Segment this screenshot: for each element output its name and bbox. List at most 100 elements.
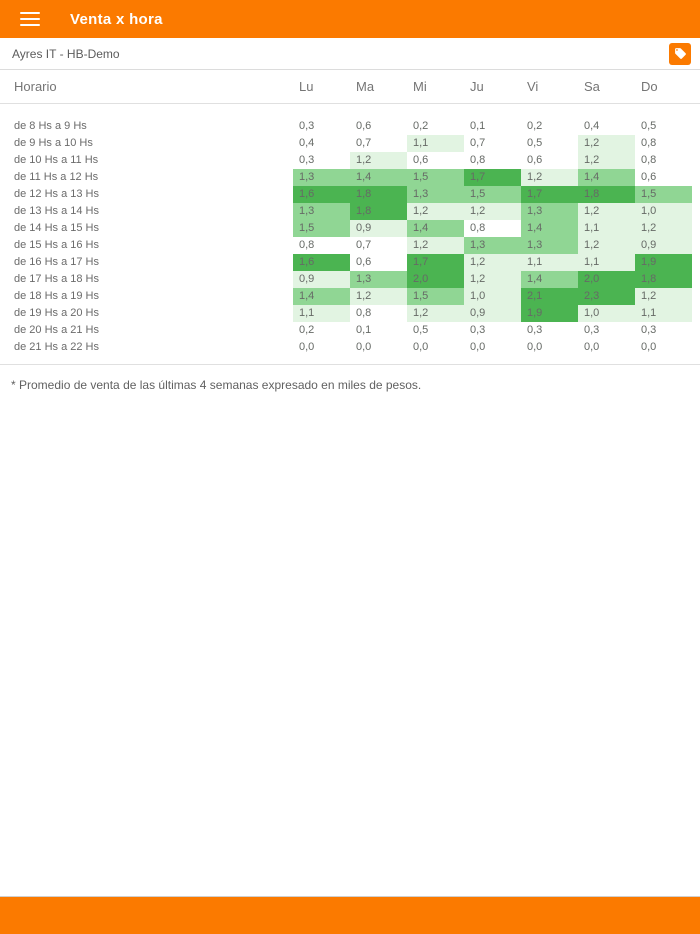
row-label: de 9 Hs a 10 Hs: [14, 137, 93, 149]
row-label: de 15 Hs a 16 Hs: [14, 239, 99, 251]
heat-cell: 0,1: [470, 120, 486, 132]
heat-cell: 0,0: [584, 341, 600, 353]
heat-cell: 1,2: [521, 169, 578, 186]
heat-cell: 1,0: [578, 305, 635, 322]
heat-cell: 0,2: [527, 120, 543, 132]
heat-cell: 1,3: [521, 203, 578, 220]
column-header-ma: Ma: [356, 79, 375, 94]
row-label: de 11 Hs a 12 Hs: [14, 171, 99, 183]
table-row: de 9 Hs a 10 Hs 0,4 0,7 1,1 0,7 0,5 1,2 0,8: [14, 135, 700, 152]
heat-cell: 1,1: [578, 220, 635, 237]
heat-cell: 1,3: [293, 169, 350, 186]
heat-cell: 1,6: [293, 254, 350, 271]
heat-cell: 1,2: [407, 237, 464, 254]
heat-cell: 2,3: [578, 288, 635, 305]
heat-cell: 0,5: [641, 120, 657, 132]
column-header-do: Do: [641, 79, 658, 94]
heat-cell: 0,0: [299, 341, 315, 353]
column-header-ju: Ju: [470, 79, 484, 94]
heat-cell: 1,4: [578, 169, 635, 186]
heat-cell: 0,7: [356, 239, 372, 251]
heat-cell: 1,9: [635, 254, 692, 271]
heat-cell: 1,2: [635, 220, 692, 237]
table-row: de 17 Hs a 18 Hs 0,9 1,3 2,0 1,2 1,4 2,0 1,8: [14, 271, 700, 288]
heat-cell: 0,8: [470, 222, 486, 234]
heat-cell: 0,9: [635, 237, 692, 254]
heat-cell: 2,1: [521, 288, 578, 305]
heat-cell: 1,5: [293, 220, 350, 237]
page-title: Venta x hora: [70, 10, 163, 28]
column-header-vi: Vi: [527, 79, 539, 94]
heat-cell: 0,0: [356, 341, 372, 353]
heat-cell: 0,0: [527, 341, 543, 353]
heat-cell: 1,7: [521, 186, 578, 203]
heat-cell: 1,7: [464, 169, 521, 186]
footnote: * Promedio de venta de las últimas 4 sem…: [11, 378, 422, 392]
heat-cell: 0,9: [350, 220, 407, 237]
heat-cell: 1,1: [521, 254, 578, 271]
heat-cell: 1,2: [350, 288, 407, 305]
row-label: de 13 Hs a 14 Hs: [14, 205, 99, 217]
table-row: de 21 Hs a 22 Hs 0,0 0,0 0,0 0,0 0,0 0,0 0,0: [14, 339, 700, 356]
app-bar: Venta x hora: [0, 0, 700, 38]
table-body: de 8 Hs a 9 Hs 0,3 0,6 0,2 0,1 0,2 0,4 0,5 de 9 …: [0, 104, 700, 356]
heat-cell: 0,2: [299, 324, 315, 336]
heat-cell: 1,2: [578, 152, 635, 169]
heat-cell: 0,8: [641, 154, 657, 166]
row-label: de 18 Hs a 19 Hs: [14, 290, 99, 302]
heat-cell: 1,5: [635, 186, 692, 203]
table-row: de 12 Hs a 13 Hs 1,6 1,8 1,3 1,5 1,7 1,8 1,5: [14, 186, 700, 203]
heat-cell: 1,0: [635, 203, 692, 220]
heat-cell: 0,2: [413, 120, 429, 132]
heat-cell: 0,0: [470, 341, 486, 353]
column-header-sa: Sa: [584, 79, 600, 94]
table-row: de 20 Hs a 21 Hs 0,2 0,1 0,5 0,3 0,3 0,3 0,3: [14, 322, 700, 339]
heat-cell: 0,8: [299, 239, 315, 251]
heat-cell: 0,8: [470, 154, 486, 166]
heat-cell: 0,5: [527, 137, 543, 149]
table-row: de 14 Hs a 15 Hs 1,5 0,9 1,4 0,8 1,4 1,1 1,2: [14, 220, 700, 237]
heat-cell: 0,3: [470, 324, 486, 336]
heat-cell: 0,4: [299, 137, 315, 149]
table-row: de 10 Hs a 11 Hs 0,3 1,2 0,6 0,8 0,6 1,2 0,8: [14, 152, 700, 169]
heat-cell: 1,3: [350, 271, 407, 288]
heat-cell: 1,8: [578, 186, 635, 203]
heat-cell: 0,8: [356, 307, 372, 319]
heat-cell: 0,9: [464, 305, 521, 322]
divider: [0, 364, 700, 365]
menu-button[interactable]: [20, 12, 40, 26]
heat-cell: 1,4: [521, 220, 578, 237]
heat-cell: 1,9: [521, 305, 578, 322]
table-row: de 13 Hs a 14 Hs 1,3 1,8 1,2 1,2 1,3 1,2 1,0: [14, 203, 700, 220]
store-name: Ayres IT - HB-Demo: [12, 46, 120, 61]
heat-cell: 1,3: [521, 237, 578, 254]
heat-cell: 0,3: [527, 324, 543, 336]
heat-cell: 1,2: [464, 203, 521, 220]
heat-cell: 1,0: [464, 288, 521, 305]
table-header: Horario Lu Ma Mi Ju Vi Sa Do: [0, 70, 700, 104]
heat-cell: 1,7: [407, 254, 464, 271]
heat-cell: 1,2: [578, 203, 635, 220]
heat-cell: 0,6: [413, 154, 429, 166]
heat-cell: 1,8: [350, 186, 407, 203]
row-label: de 19 Hs a 20 Hs: [14, 307, 99, 319]
tags-button[interactable]: [669, 42, 691, 65]
heat-cell: 0,0: [641, 341, 657, 353]
heat-cell: 0,9: [293, 271, 350, 288]
row-label: de 12 Hs a 13 Hs: [14, 188, 99, 200]
heat-cell: 1,1: [578, 254, 635, 271]
heat-cell: 2,0: [578, 271, 635, 288]
table-row: de 18 Hs a 19 Hs 1,4 1,2 1,5 1,0 2,1 2,3 1,2: [14, 288, 700, 305]
store-bar: Ayres IT - HB-Demo: [0, 38, 700, 70]
column-header-mi: Mi: [413, 79, 427, 94]
row-label: de 17 Hs a 18 Hs: [14, 273, 99, 285]
heat-cell: 0,7: [470, 137, 486, 149]
column-header-lu: Lu: [299, 79, 314, 94]
heat-cell: 0,7: [356, 137, 372, 149]
heat-cell: 1,8: [635, 271, 692, 288]
heat-cell: 0,3: [584, 324, 600, 336]
heat-cell: 0,6: [527, 154, 543, 166]
tag-icon: [674, 48, 686, 59]
heat-cell: 0,3: [641, 324, 657, 336]
